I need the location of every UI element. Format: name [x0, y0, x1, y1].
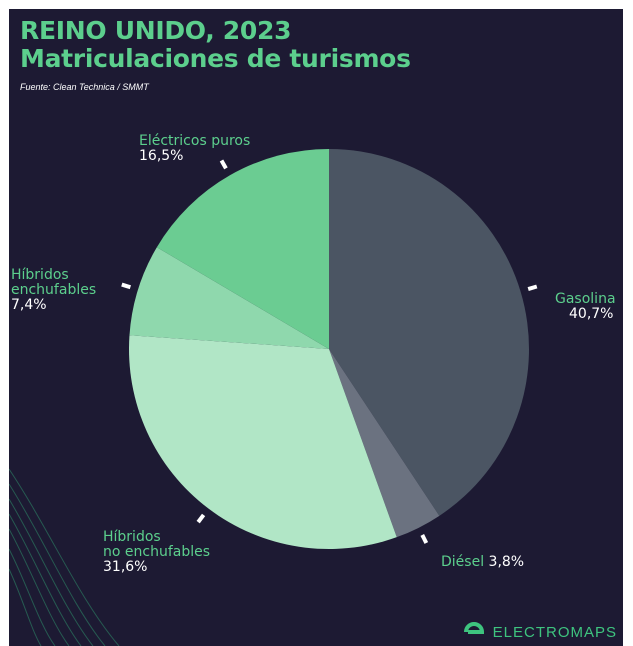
source-note: Fuente: Clean Technica / SMMT	[20, 82, 149, 92]
pie-slice-di-sel	[329, 349, 440, 538]
leader-tick-2	[196, 513, 206, 524]
brand-logo: ELECTROMAPS	[463, 622, 617, 642]
leader-tick-0	[527, 284, 538, 292]
pie-slice-gasolina	[329, 149, 529, 516]
label-he-value: 7,4%	[11, 297, 47, 313]
pie-slice-h-bridos-enchufables	[129, 247, 329, 349]
label-electricos-puros: Eléctricos puros 16,5%	[139, 134, 250, 164]
label-gasolina: Gasolina 40,7%	[555, 292, 616, 322]
label-hne-value: 31,6%	[103, 559, 148, 575]
brand-name: ELECTROMAPS	[492, 623, 617, 641]
title-line-2: Matriculaciones de turismos	[20, 44, 411, 73]
pie-chart	[9, 149, 538, 646]
pie-slice-h-bridos-no-enchufables	[129, 335, 397, 549]
label-hibridos-enchufables: Híbridos enchufables 7,4%	[11, 268, 96, 313]
label-diesel-value: 3,8%	[488, 554, 525, 570]
label-ep-value: 16,5%	[139, 148, 184, 164]
pie-slice-el-ctricos-puros	[156, 149, 329, 349]
leader-tick-1	[420, 534, 429, 544]
label-diesel: Diésel 3,8%	[441, 555, 524, 570]
e-logo-icon	[463, 622, 484, 634]
label-gasolina-name: Gasolina	[555, 291, 616, 307]
label-hibridos-no-enchufables: Híbridos no enchufables 31,6%	[103, 530, 210, 575]
label-gasolina-value: 40,7%	[569, 306, 614, 322]
infographic-panel: REINO UNIDO, 2023 Matriculaciones de tur…	[9, 9, 623, 646]
label-diesel-name: Diésel	[441, 554, 485, 570]
leader-tick-3	[121, 282, 131, 290]
chart-title: REINO UNIDO, 2023 Matriculaciones de tur…	[20, 17, 411, 73]
title-line-1: REINO UNIDO, 2023	[20, 16, 292, 45]
leader-tick-4	[219, 159, 228, 170]
decorative-waves	[9, 468, 120, 646]
label-ep-name: Eléctricos puros	[139, 133, 251, 149]
label-hne-name: Híbridos no enchufables	[103, 529, 211, 560]
label-he-name: Híbridos enchufables	[11, 267, 97, 298]
